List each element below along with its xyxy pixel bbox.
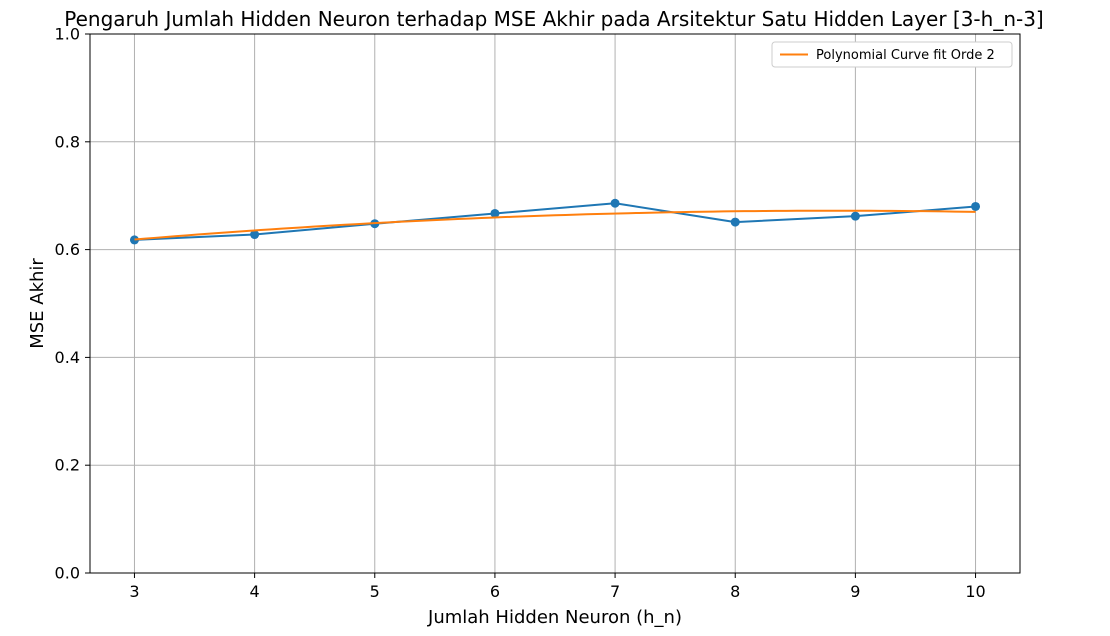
y-tick-label: 1.0 [55,25,80,44]
x-tick-label: 6 [490,582,500,601]
x-tick-label: 3 [129,582,139,601]
legend: Polynomial Curve fit Orde 2 [771,41,1013,68]
data-point [490,208,500,218]
y-tick-label: 0.6 [55,240,80,259]
x-tick-label: 8 [730,582,740,601]
data-point [250,230,260,240]
legend-label-polynomial: Polynomial Curve fit Orde 2 [816,48,995,63]
x-axis-label: Jumlah Hidden Neuron (h_n) [427,607,682,628]
x-tick-label: 5 [370,582,380,601]
y-tick-label: 0.8 [55,132,80,151]
data-point [610,198,620,208]
series-layer [129,198,981,245]
legend-box [771,41,1013,68]
series-line-1 [134,209,976,241]
x-tick-label: 10 [965,582,985,601]
grid-lines [90,33,1020,574]
axis-ticks: 3 4 5 6 7 8 9 10 0.0 0.2 0.4 0.6 0.8 1.0 [55,25,986,602]
data-point [129,235,139,245]
data-point [730,217,740,227]
chart-title: Pengaruh Jumlah Hidden Neuron terhadap M… [64,7,1043,31]
series-line-0 [134,202,976,241]
plot-frame [89,33,1021,574]
data-point [850,211,860,221]
y-tick-label: 0.2 [55,456,80,475]
y-tick-label: 0.4 [55,348,80,367]
y-axis-label: MSE Akhir [27,258,48,349]
x-tick-label: 7 [610,582,620,601]
y-tick-label: 0.0 [55,564,80,583]
x-tick-label: 4 [250,582,260,601]
x-tick-label: 9 [850,582,860,601]
data-point [971,201,981,211]
